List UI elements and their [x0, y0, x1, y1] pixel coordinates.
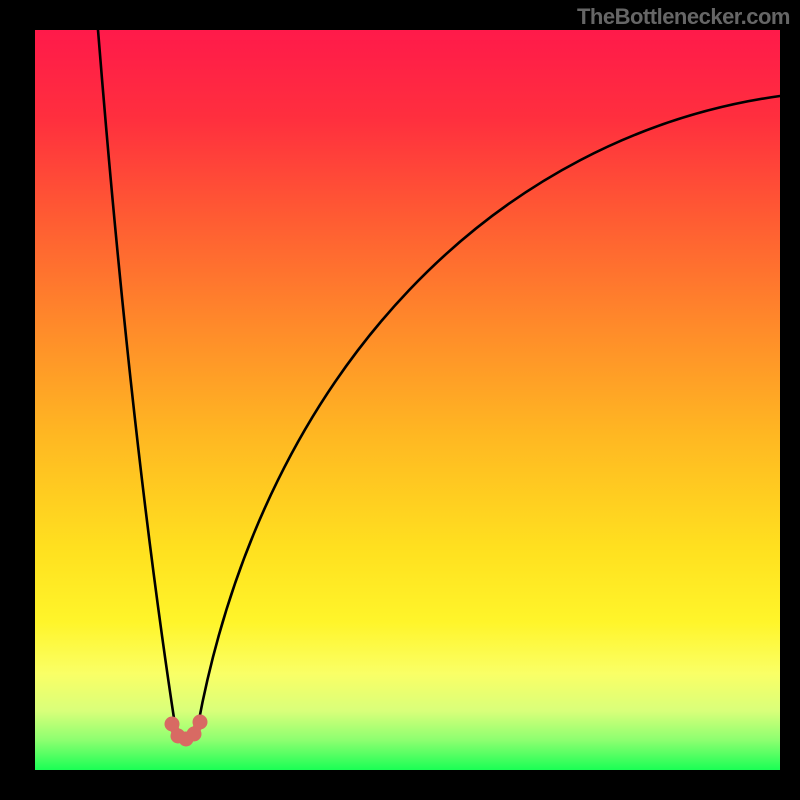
chart-container: TheBottlenecker.com — [0, 0, 800, 800]
watermark-text: TheBottlenecker.com — [577, 4, 790, 30]
bottleneck-chart — [0, 0, 800, 800]
plot-area — [35, 30, 780, 770]
curve-tip-marker — [193, 715, 208, 730]
